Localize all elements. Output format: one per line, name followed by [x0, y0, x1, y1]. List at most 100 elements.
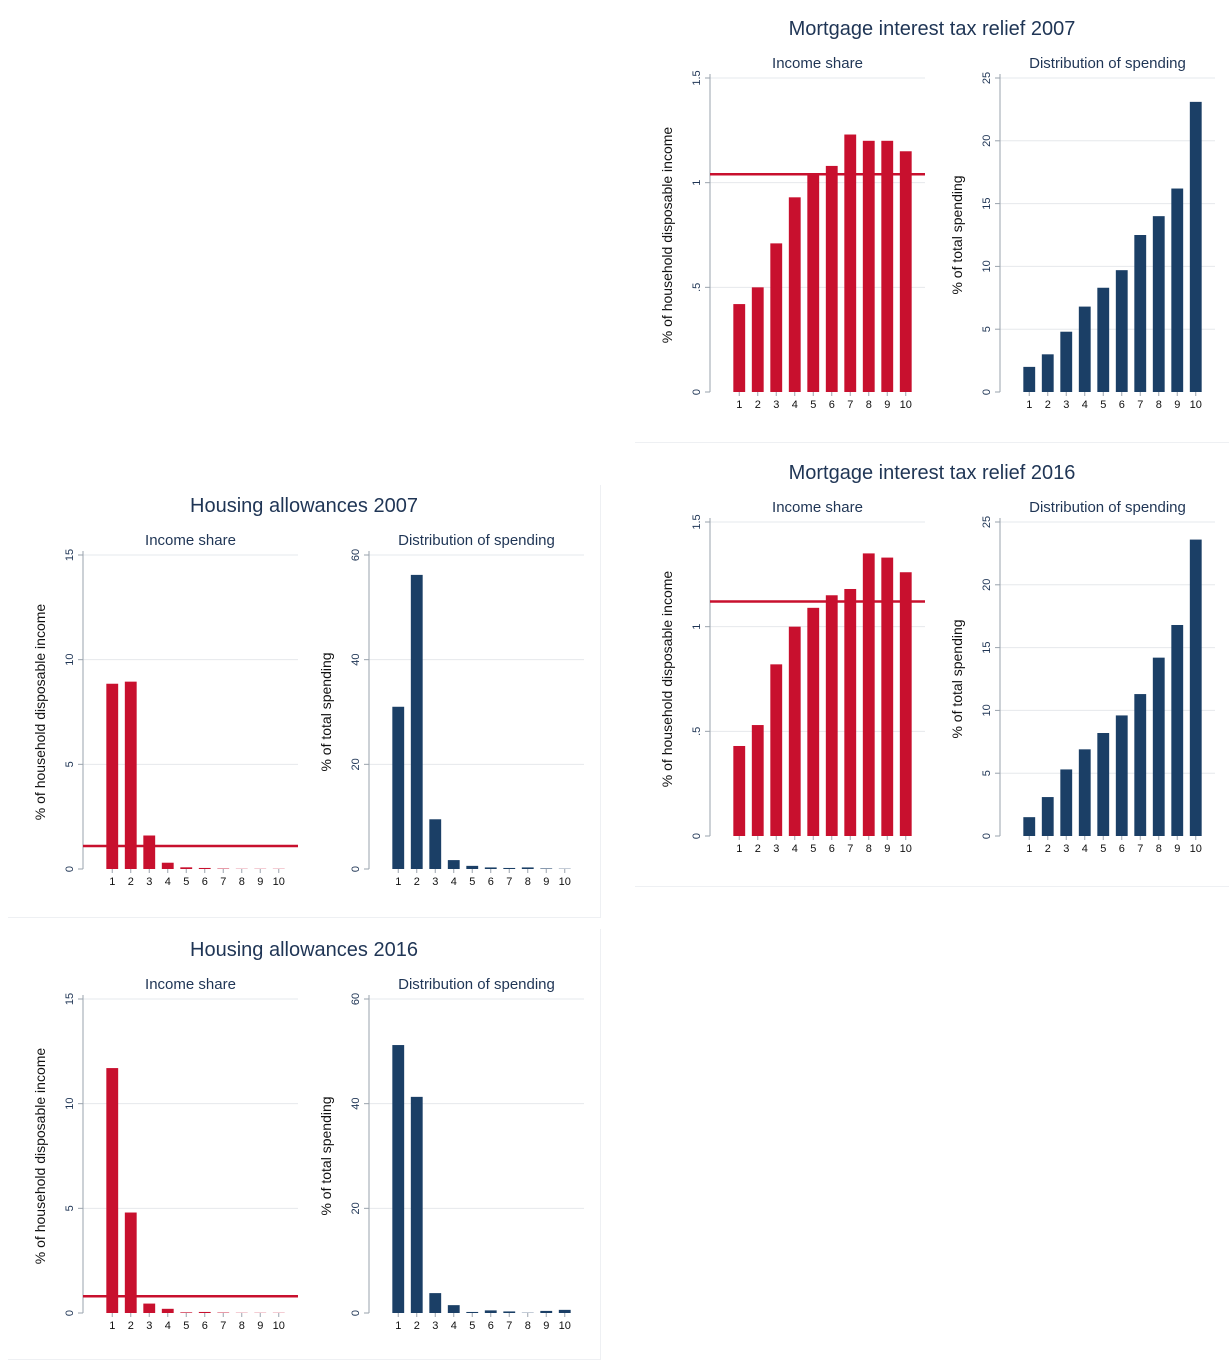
- bar-1: [733, 745, 746, 836]
- bar-4: [788, 626, 801, 836]
- x-tick-label: 8: [525, 876, 531, 888]
- bar-7: [1134, 694, 1147, 836]
- bar-5: [807, 174, 820, 392]
- x-tick-label: 2: [755, 843, 761, 855]
- bar-3: [770, 664, 783, 836]
- panel-housing-allowances-2016: Housing allowances 2016 Income share 0 5 10…: [8, 929, 601, 1360]
- y-axis-label: % of total spending: [949, 175, 965, 294]
- x-tick-label: 8: [1156, 843, 1162, 855]
- chart-subtitle: Income share: [145, 532, 236, 549]
- bar-7: [503, 867, 516, 869]
- bar-3: [770, 243, 783, 392]
- y-tick-label: 0: [350, 1310, 362, 1316]
- chart-subtitle: Income share: [145, 976, 236, 993]
- bar-3: [429, 819, 442, 869]
- x-tick-label: 5: [469, 1320, 475, 1332]
- x-tick-label: 2: [1045, 843, 1051, 855]
- panel-housing-allowances-2007: Housing allowances 2007 Income share 0 5 10…: [8, 485, 601, 918]
- panel-mortgage-relief-2007: Mortgage interest tax relief 2007 Income…: [635, 0, 1229, 443]
- y-tick-label: 15: [981, 197, 993, 209]
- bar-5: [180, 867, 193, 869]
- bar-6: [825, 165, 838, 392]
- bar-3: [143, 835, 156, 869]
- x-tick-label: 1: [1026, 399, 1032, 411]
- x-tick-label: 1: [1026, 843, 1032, 855]
- bar-6: [825, 595, 838, 836]
- x-tick-label: 7: [1137, 399, 1143, 411]
- x-tick-label: 6: [829, 399, 835, 411]
- x-tick-label: 7: [220, 1320, 226, 1332]
- x-tick-label: 10: [559, 1320, 571, 1332]
- y-tick-label: 60: [350, 549, 362, 561]
- bar-4: [1078, 306, 1091, 392]
- x-tick-label: 8: [866, 843, 872, 855]
- y-tick-label: 15: [981, 641, 993, 653]
- income-share-chart: Income share 0 .5 1 1.5 % of household dispos…: [659, 55, 925, 411]
- x-tick-label: 1: [736, 399, 742, 411]
- y-tick-label: .5: [691, 283, 703, 292]
- x-tick-label: 8: [239, 876, 245, 888]
- y-tick-label: 20: [981, 579, 993, 591]
- y-tick-label: 0: [691, 389, 703, 395]
- x-tick-label: 1: [109, 876, 115, 888]
- y-tick-label: 5: [64, 761, 76, 767]
- y-tick-label: 40: [350, 1098, 362, 1110]
- y-tick-label: 0: [691, 833, 703, 839]
- bar-5: [1097, 287, 1110, 392]
- bar-2: [410, 1096, 423, 1313]
- y-tick-label: 5: [981, 770, 993, 776]
- bar-1: [392, 1045, 405, 1313]
- bar-10: [558, 1309, 571, 1313]
- x-tick-label: 9: [1174, 399, 1180, 411]
- income-share-chart: Income share 0 .5 1 1.5 % of household dispos…: [659, 499, 925, 855]
- x-tick-label: 7: [506, 876, 512, 888]
- bar-1: [106, 683, 119, 869]
- x-tick-label: 9: [884, 399, 890, 411]
- bar-3: [143, 1303, 156, 1313]
- x-tick-label: 7: [1137, 843, 1143, 855]
- x-tick-label: 4: [451, 1320, 457, 1332]
- bar-6: [198, 867, 211, 869]
- chart-subtitle: Income share: [772, 499, 863, 516]
- x-tick-label: 7: [847, 843, 853, 855]
- y-axis-label: % of total spending: [318, 1096, 334, 1215]
- bar-9: [1171, 188, 1184, 392]
- x-tick-label: 6: [488, 1320, 494, 1332]
- x-tick-label: 6: [1119, 399, 1125, 411]
- x-tick-label: 6: [829, 843, 835, 855]
- chart-subtitle: Income share: [772, 55, 863, 72]
- x-tick-label: 6: [202, 876, 208, 888]
- bar-5: [466, 865, 479, 869]
- chart-subtitle: Distribution of spending: [1029, 499, 1186, 516]
- y-axis-label: % of household disposable income: [659, 127, 675, 344]
- bar-3: [429, 1293, 442, 1313]
- y-tick-label: 10: [64, 1098, 76, 1110]
- bar-3: [1060, 769, 1073, 836]
- bar-7: [844, 134, 857, 392]
- bar-9: [881, 140, 894, 392]
- x-tick-label: 10: [273, 1320, 285, 1332]
- bar-2: [751, 287, 764, 392]
- panel-mortgage-relief-2016: Mortgage interest tax relief 2016 Income…: [635, 444, 1229, 887]
- x-tick-label: 4: [165, 1320, 171, 1332]
- chart-subtitle: Distribution of spending: [398, 976, 555, 993]
- x-tick-label: 6: [488, 876, 494, 888]
- bar-9: [881, 557, 894, 836]
- y-tick-label: 15: [64, 549, 76, 561]
- x-tick-label: 1: [736, 843, 742, 855]
- y-tick-label: 5: [981, 326, 993, 332]
- bar-6: [484, 867, 497, 869]
- bar-8: [1152, 657, 1165, 836]
- x-tick-label: 4: [1082, 843, 1088, 855]
- x-tick-label: 5: [1100, 843, 1106, 855]
- x-tick-label: 4: [792, 843, 798, 855]
- bar-7: [1134, 235, 1147, 392]
- bar-10: [1189, 101, 1202, 392]
- bar-2: [751, 725, 764, 836]
- bar-6: [484, 1310, 497, 1313]
- bar-2: [124, 1212, 137, 1313]
- x-tick-label: 10: [900, 843, 912, 855]
